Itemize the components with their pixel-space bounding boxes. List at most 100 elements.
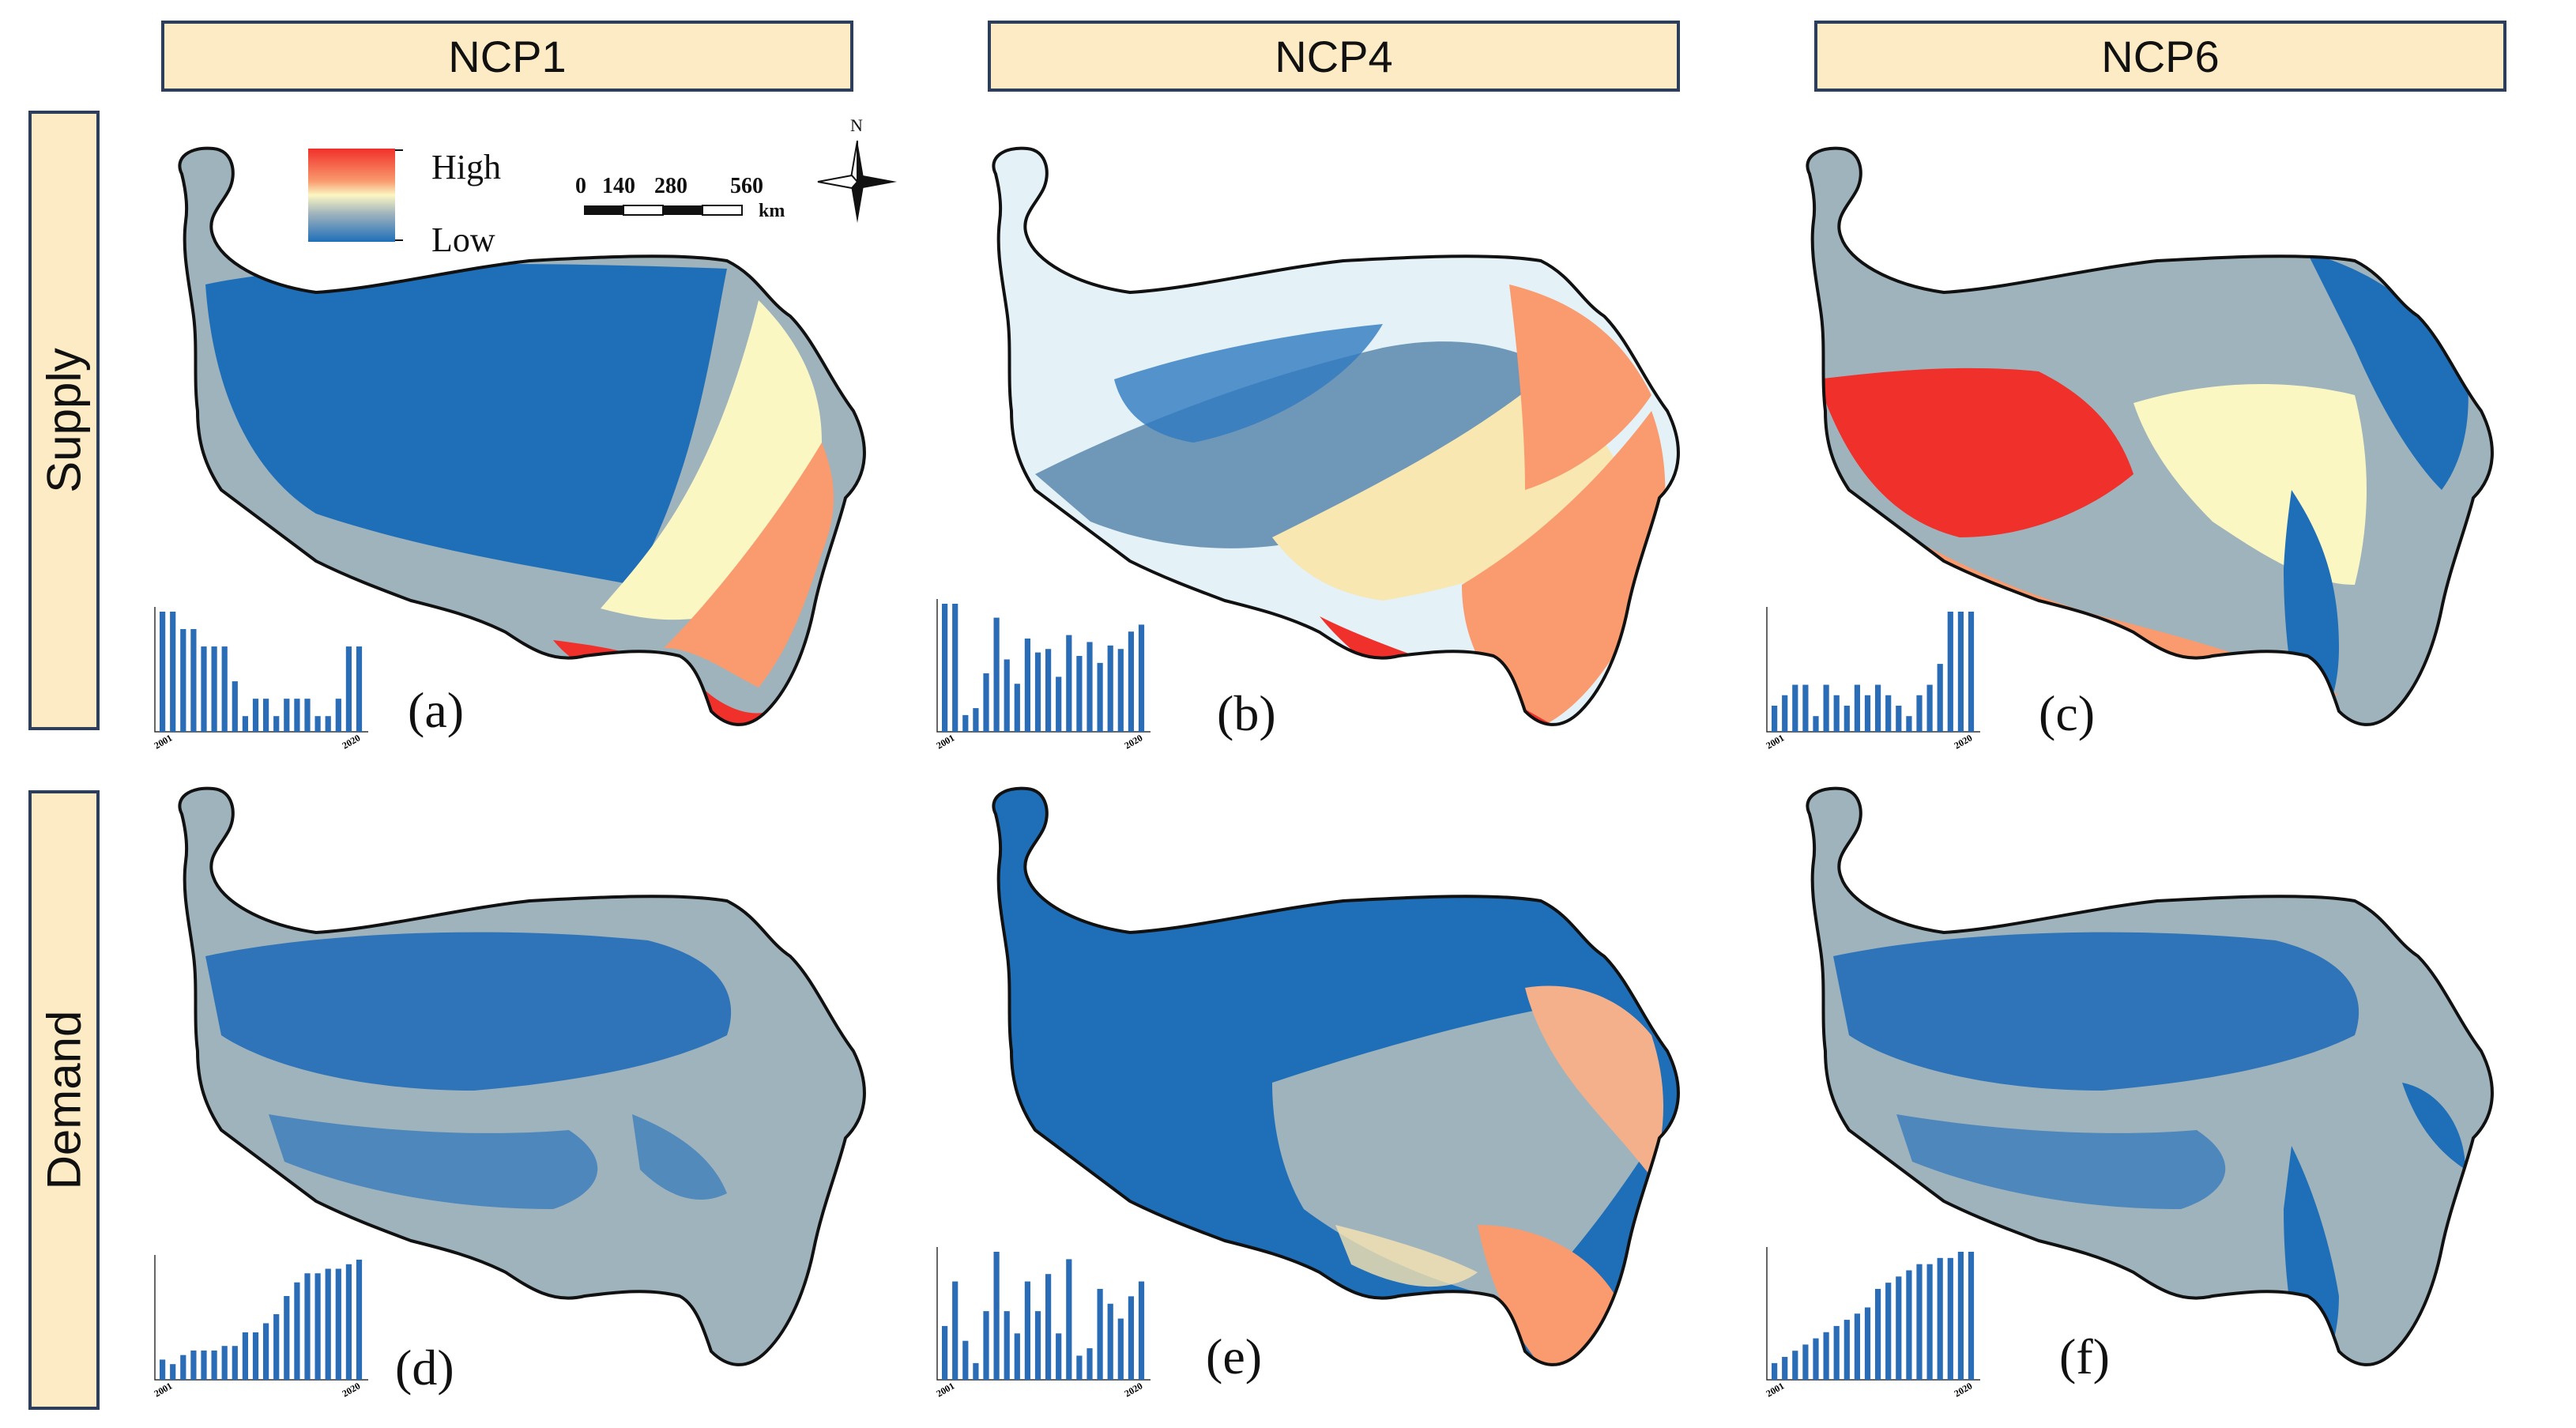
- inset-bar: [1045, 1274, 1052, 1380]
- inset-bar: [325, 1268, 331, 1380]
- inset-bar: [1014, 684, 1020, 732]
- inset-bar: [1076, 656, 1083, 732]
- row-label-demand: Demand: [37, 1010, 91, 1190]
- panel-label-d: (d): [395, 1339, 454, 1396]
- inset-x-first: 2001: [153, 732, 175, 751]
- inset-x-last: 2020: [1123, 732, 1145, 751]
- scale-tick-280: 280: [654, 174, 687, 198]
- legend-low-label: Low: [431, 220, 495, 259]
- row-label-supply: Supply: [37, 348, 91, 493]
- map-panel-b: [992, 146, 1680, 726]
- inset-bar: [1802, 1344, 1809, 1380]
- inset-bar: [962, 714, 969, 732]
- inset-bar: [1076, 1355, 1083, 1380]
- map-panel-c: [1806, 146, 2494, 726]
- inset-bar: [1833, 695, 1840, 732]
- inset-bar: [345, 1264, 352, 1380]
- inset-bar: [1916, 695, 1923, 732]
- inset-bar: [263, 699, 269, 732]
- inset-x-last: 2020: [341, 732, 363, 751]
- inset-bar: [1823, 684, 1829, 732]
- scale-unit: km: [759, 201, 785, 221]
- inset-chart-f: 2001 2020: [1764, 1247, 1980, 1400]
- inset-bar: [1813, 716, 1819, 732]
- inset-bar: [314, 1273, 321, 1380]
- inset-bar: [1772, 705, 1778, 732]
- inset-bar: [1014, 1333, 1020, 1380]
- inset-bar: [284, 1295, 290, 1380]
- inset-bar: [952, 604, 958, 732]
- legend-color-ramp: [308, 149, 403, 242]
- inset-bar: [1138, 1281, 1145, 1380]
- inset-bar: [1802, 684, 1809, 732]
- inset-bar: [1896, 705, 1902, 732]
- inset-bar: [1004, 659, 1010, 732]
- inset-bar: [221, 1346, 228, 1380]
- inset-bar: [1087, 642, 1093, 732]
- inset-bar: [221, 646, 228, 732]
- inset-bar: [345, 646, 352, 732]
- inset-bar: [190, 1350, 197, 1380]
- inset-bar: [211, 646, 217, 732]
- column-header-ncp4: NCP4: [988, 21, 1680, 92]
- inset-bar: [263, 1323, 269, 1380]
- inset-bar: [1968, 612, 1975, 732]
- inset-bar: [1823, 1332, 1829, 1380]
- inset-bar: [993, 617, 1000, 732]
- inset-bar: [942, 1325, 948, 1380]
- inset-bar: [1138, 624, 1145, 732]
- inset-bar: [1926, 1264, 1933, 1380]
- inset-bar: [1854, 684, 1861, 732]
- inset-bar: [314, 716, 321, 732]
- inset-bar: [180, 1355, 186, 1380]
- north-label: N: [850, 115, 863, 135]
- inset-bar: [1056, 1333, 1062, 1380]
- inset-bar: [1772, 1362, 1778, 1380]
- inset-bar: [1833, 1325, 1840, 1380]
- inset-bar: [304, 1273, 311, 1380]
- inset-bar: [1107, 645, 1113, 732]
- inset-chart-c: 2001 2020: [1764, 607, 1980, 752]
- inset-x-first: 2001: [935, 1380, 957, 1399]
- inset-bar: [201, 646, 207, 732]
- inset-bar: [993, 1252, 1000, 1380]
- inset-bar: [973, 708, 979, 732]
- inset-bar: [1792, 684, 1798, 732]
- inset-bar: [1843, 1320, 1850, 1380]
- inset-bar: [1813, 1338, 1819, 1380]
- inset-bar: [273, 716, 280, 732]
- inset-bar: [294, 699, 300, 732]
- inset-bar: [356, 1260, 363, 1380]
- inset-bar: [232, 681, 238, 732]
- panel-label-c: (c): [2039, 685, 2096, 741]
- compass-icon: [817, 140, 897, 223]
- inset-bar: [294, 1282, 300, 1380]
- row-header-supply: Supply: [28, 111, 100, 730]
- inset-bar: [1957, 1252, 1964, 1380]
- inset-bar: [1117, 1318, 1124, 1380]
- inset-bar: [1854, 1313, 1861, 1380]
- inset-bar: [1937, 664, 1943, 732]
- inset-bar: [335, 1268, 341, 1380]
- inset-x-last: 2020: [1953, 1380, 1975, 1399]
- panel-label-b: (b): [1217, 685, 1276, 741]
- inset-bar: [273, 1313, 280, 1380]
- inset-x-first: 2001: [1764, 1380, 1787, 1399]
- inset-bar: [1947, 1257, 1953, 1380]
- inset-bar: [201, 1350, 207, 1380]
- inset-bar: [1864, 695, 1871, 732]
- row-header-demand: Demand: [28, 790, 100, 1410]
- inset-bar: [1792, 1351, 1798, 1380]
- map-panel-a: [178, 146, 866, 726]
- panel-label-e: (e): [1206, 1328, 1263, 1385]
- inset-bar: [335, 699, 341, 732]
- legend-high-label: High: [431, 148, 501, 187]
- inset-bar: [1916, 1264, 1923, 1380]
- inset-bar: [1885, 1283, 1892, 1380]
- inset-bar: [1004, 1311, 1010, 1380]
- inset-bar: [1843, 705, 1850, 732]
- inset-bar: [942, 604, 948, 732]
- inset-bar: [242, 716, 249, 732]
- inset-bar: [1034, 1311, 1041, 1380]
- inset-bar: [304, 699, 311, 732]
